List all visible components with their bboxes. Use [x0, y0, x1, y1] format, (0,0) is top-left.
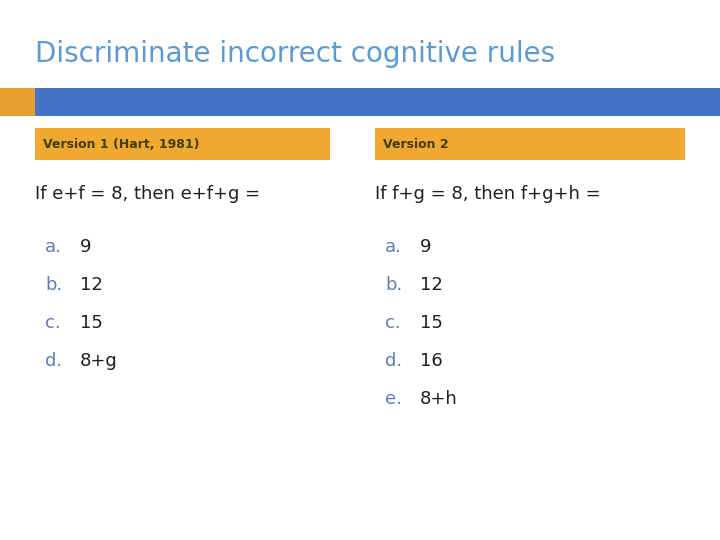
Text: a.: a.: [385, 238, 402, 256]
Bar: [375, 128, 685, 160]
Text: a.: a.: [45, 238, 62, 256]
Bar: [35, 128, 330, 160]
Text: c.: c.: [45, 314, 60, 332]
Text: 12: 12: [80, 276, 103, 294]
Text: 9: 9: [80, 238, 91, 256]
Text: 15: 15: [80, 314, 103, 332]
Text: 16: 16: [420, 352, 443, 370]
Text: b.: b.: [45, 276, 62, 294]
Text: d.: d.: [385, 352, 402, 370]
Text: Version 2: Version 2: [383, 138, 449, 151]
Text: Version 1 (Hart, 1981): Version 1 (Hart, 1981): [43, 138, 199, 151]
Text: 9: 9: [420, 238, 431, 256]
Text: If f+g = 8, then f+g+h =: If f+g = 8, then f+g+h =: [375, 185, 600, 203]
Bar: [0, 88, 35, 116]
Text: 15: 15: [420, 314, 443, 332]
Text: 8+h: 8+h: [420, 390, 458, 408]
Text: Discriminate incorrect cognitive rules: Discriminate incorrect cognitive rules: [35, 40, 555, 68]
Text: d.: d.: [45, 352, 62, 370]
Text: 12: 12: [420, 276, 443, 294]
Text: 8+g: 8+g: [80, 352, 118, 370]
Bar: [35, 88, 720, 116]
Text: c.: c.: [385, 314, 400, 332]
Text: e.: e.: [385, 390, 402, 408]
Text: If e+f = 8, then e+f+g =: If e+f = 8, then e+f+g =: [35, 185, 260, 203]
Text: b.: b.: [385, 276, 402, 294]
